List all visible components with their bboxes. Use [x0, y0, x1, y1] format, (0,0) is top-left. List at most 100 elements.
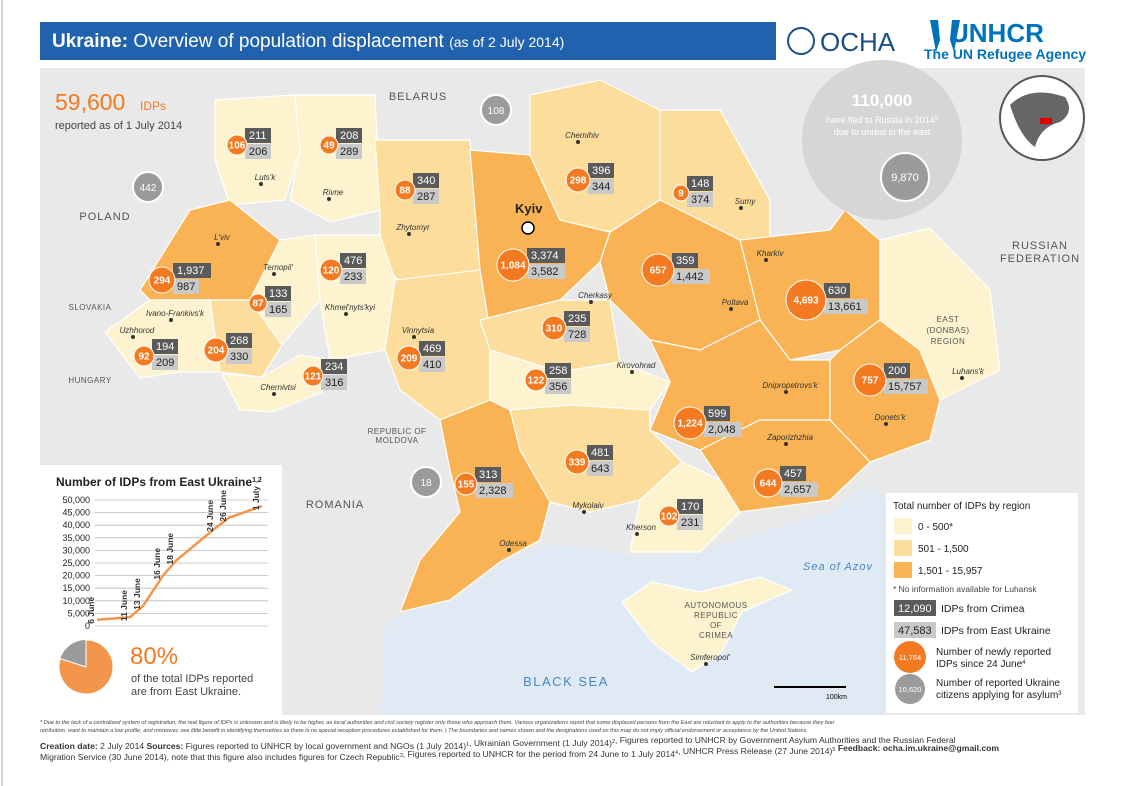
legend-new-label: IDPs since 24 June4 [936, 659, 1026, 670]
sea-label: BLACK SEA [523, 674, 609, 689]
city-name: Donets'k [875, 413, 907, 422]
city-dot [884, 422, 888, 426]
legend-crimea-label: IDPs from Crimea [941, 603, 1025, 615]
line [96, 504, 263, 621]
region [374, 139, 481, 283]
legend-crimea-value: 12,090 [898, 603, 932, 615]
unhcr-tagline: The UN Refugee Agency [924, 46, 1086, 62]
new-idps-circle [203, 337, 229, 363]
footnote-ref: 4 [675, 750, 678, 756]
city-dot [729, 307, 733, 311]
new-idps: 102 [661, 512, 678, 523]
east-idps: 643 [591, 463, 609, 475]
city-name: Kirovohrad [617, 361, 656, 370]
new-idps: 121 [305, 372, 322, 383]
city-dot [407, 232, 411, 236]
new-idps: 657 [650, 266, 667, 277]
new-idps: 88 [399, 186, 411, 197]
crimea-idps-box [587, 445, 613, 460]
legend-swatch [894, 562, 912, 578]
asylum-value: 108 [488, 106, 505, 117]
legend-note: * No information available for Luhansk [893, 584, 1037, 594]
title-bold: Ukraine: [52, 31, 128, 52]
east-idps: 410 [423, 359, 441, 371]
legend-asylum-circle [895, 674, 925, 704]
region-label: REPUBLIC [694, 611, 738, 620]
crimea-idps: 469 [423, 343, 441, 355]
crimea-idps: 194 [156, 341, 174, 353]
idps-total: 59,600 [55, 89, 125, 115]
city-name: Ternopil' [263, 263, 293, 272]
east-idps: 344 [592, 181, 610, 193]
east-idps-box [687, 192, 713, 207]
date-label: 11 June [119, 590, 129, 621]
asylum-circle [880, 152, 930, 202]
new-idps: 310 [546, 324, 563, 335]
new-idps-circle [396, 345, 422, 371]
east-idps: 374 [691, 194, 709, 206]
crimea-idps-box [152, 339, 178, 354]
crimea-idps: 630 [828, 285, 846, 297]
east-idps: 987 [177, 281, 195, 293]
crimea-idps: 313 [479, 469, 497, 481]
crimea-idps-box [672, 253, 698, 268]
new-idps-circle [541, 315, 567, 341]
y-tick-label: 15,000 [62, 583, 90, 593]
east-idps-box [226, 349, 252, 364]
region-label: REGION [931, 337, 966, 346]
crimea-idps-box [677, 499, 703, 514]
new-idps: 294 [154, 276, 171, 287]
east-idps: 233 [344, 271, 362, 283]
date-label: 1 July [251, 486, 261, 510]
sea-label: Sea of Azov [803, 561, 873, 573]
footnote-ref: 5 [935, 116, 939, 122]
pie-text: of the total IDPs reported [131, 673, 253, 685]
legend-asylum-label: citizens applying for asylum3 [936, 690, 1062, 701]
footnote-ref: 3 [1058, 691, 1062, 697]
new-idps-circle [672, 184, 690, 202]
crimea-idps-box [475, 467, 501, 482]
legend-swatch [894, 518, 912, 534]
legend-title: Total number of IDPs by region [893, 501, 1030, 512]
new-idps-circle [302, 365, 324, 387]
crimea-idps-box [226, 333, 252, 348]
east-idps: 2,657 [784, 484, 812, 496]
legend-crimea-box [894, 600, 936, 616]
crimea-idps-box [780, 466, 806, 481]
east-idps: 15,757 [888, 381, 922, 393]
new-idps-circle [565, 167, 591, 193]
asylum-value: 9,870 [891, 172, 919, 184]
country-label: HUNGARY [68, 376, 112, 385]
y-tick-label: 0 [85, 621, 90, 631]
crimea-idps: 258 [549, 365, 567, 377]
legend-class: 0 - 500* [918, 522, 953, 533]
sources-text: Sources: [147, 741, 184, 751]
crimea-idps: 133 [269, 288, 287, 300]
city-name: Zhytomyr [395, 223, 430, 232]
new-idps: 339 [569, 458, 586, 469]
east-idps-box [173, 279, 199, 294]
city-name: Ivano-Frankivs'k [146, 309, 205, 318]
new-idps-circle [753, 468, 783, 498]
crimea-idps-box [564, 311, 590, 326]
y-tick-label: 45,000 [62, 508, 90, 518]
russia-note: due to unrest in the east [834, 127, 931, 137]
new-idps-circle [394, 179, 416, 201]
region-label: OF [710, 621, 722, 630]
legend-new-label: Number of newly reported [936, 647, 1051, 658]
city-dot [704, 662, 708, 666]
city-name: Kherson [626, 523, 656, 532]
city-name: Odessa [499, 539, 527, 548]
locator-ukraine [1040, 118, 1052, 124]
crimea-idps-box [545, 363, 571, 378]
new-idps: 4,693 [793, 296, 818, 307]
crimea-idps: 234 [325, 361, 343, 373]
new-idps: 1,084 [500, 261, 525, 272]
country-label: ROMANIA [306, 499, 364, 511]
sources-text: , UNHCR Press Release (27 June 2014) [678, 746, 832, 756]
crimea-idps-box [245, 128, 271, 143]
region-label: (DONBAS) [926, 326, 969, 335]
footnote-ref: 2 [612, 739, 615, 745]
date-label: 16 June [152, 548, 162, 580]
